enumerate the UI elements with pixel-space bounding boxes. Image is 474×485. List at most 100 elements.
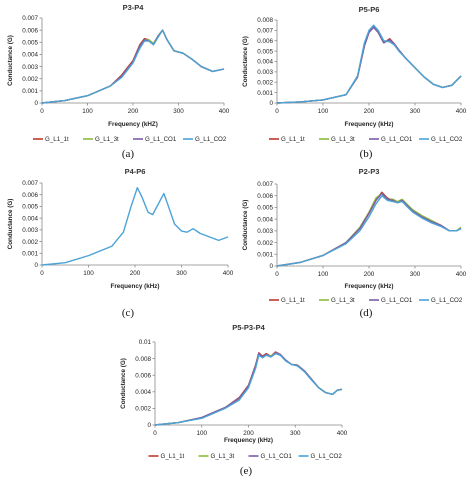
chart-5-y-tick-label: 0.004 <box>135 389 151 396</box>
chart-5-x-tick-label: 100 <box>196 430 207 437</box>
chart-3-x-tick-label: 300 <box>176 270 187 277</box>
chart-3-y-tick-label: 0.006 <box>22 192 38 199</box>
chart-2-x-tick-label: 300 <box>410 108 421 115</box>
chart-2-y-axis-label: Conductance (G) <box>242 36 249 87</box>
chart-1-x-tick-label: 100 <box>82 108 93 115</box>
chart-1-series-line-3 <box>41 29 225 104</box>
chart-1-series-line-1 <box>41 29 225 104</box>
chart-1-y-tick-label: 0.001 <box>22 88 38 95</box>
chart-4-legend-label: G_L1_1t <box>281 297 305 304</box>
chart-1-legend-label: G_L1_CO2 <box>195 136 227 143</box>
chart-1-x-tick-label: 400 <box>219 108 230 115</box>
panel-label-4: (d) <box>360 307 373 319</box>
chart-3-y-tick-label: 0.004 <box>22 215 38 222</box>
chart-4-series-line-2 <box>276 192 462 267</box>
chart-2-y-tick-label: 0.006 <box>257 38 273 45</box>
chart-5-x-tick-label: 200 <box>243 430 254 437</box>
chart-1-y-axis-label: Conductance (G) <box>7 35 14 86</box>
chart-4-y-tick-label: 0 <box>269 263 273 270</box>
panel-label-1: (a) <box>122 148 135 160</box>
chart-2-y-tick-label: 0.005 <box>257 48 273 55</box>
chart-2-series-line-1 <box>276 26 462 104</box>
panel-label-5: (e) <box>240 465 253 477</box>
chart-4-legend-label: G_L1_CO2 <box>431 297 463 304</box>
chart-5-y-tick-label: 0.008 <box>135 356 151 363</box>
chart-1-title: P3-P4 <box>123 3 145 12</box>
chart-1-legend-label: G_L1_1t <box>45 136 69 143</box>
chart-2-y-tick-label: 0 <box>269 100 273 107</box>
chart-4-series-line-3 <box>276 192 462 267</box>
chart-1-legend-label: G_L1_CO1 <box>145 136 177 143</box>
chart-3-y-axis-label: Conductance (G) <box>7 199 14 250</box>
chart-2-title: P5-P6 <box>359 5 380 14</box>
chart-3-y-tick-label: 0.002 <box>22 239 38 246</box>
chart-1-y-tick-label: 0.003 <box>22 64 38 71</box>
chart-1-x-axis-label: Frequency (kHZ) <box>108 121 158 128</box>
chart-1-legend-label: G_L1_3t <box>95 136 119 143</box>
chart-4-y-tick-label: 0.007 <box>257 181 273 188</box>
chart-1-y-tick-label: 0 <box>34 100 38 107</box>
chart-3-x-tick-label: 400 <box>223 270 234 277</box>
chart-3-y-tick-label: 0.005 <box>22 204 38 211</box>
chart-4-y-tick-label: 0.004 <box>257 216 273 223</box>
chart-4-y-tick-label: 0.003 <box>257 228 273 235</box>
chart-4-x-tick-label: 100 <box>318 271 329 278</box>
chart-2-x-tick-label: 100 <box>318 108 329 115</box>
chart-2-legend-label: G_L1_1t <box>281 136 305 143</box>
chart-3-title: P4-P6 <box>125 167 146 176</box>
chart-2-legend-label: G_L1_CO2 <box>431 136 463 143</box>
chart-3-x-tick-label: 0 <box>40 270 44 277</box>
chart-4-y-tick-label: 0.001 <box>257 251 273 258</box>
chart-4-x-tick-label: 200 <box>364 271 375 278</box>
chart-2-series-line-4 <box>276 24 462 104</box>
chart-2-x-tick-label: 200 <box>364 108 375 115</box>
chart-5-series-line-4 <box>154 352 343 426</box>
chart-2-x-axis-label: Frequency (kHz) <box>345 121 394 128</box>
chart-4-legend-label: G_L1_CO1 <box>381 297 413 304</box>
chart-4-legend-label: G_L1_3t <box>331 297 355 304</box>
chart-4-x-axis-label: Frequency (kHz) <box>345 283 394 290</box>
chart-5-legend-label: G_L1_1t <box>161 453 185 460</box>
chart-5-x-tick-label: 300 <box>290 430 301 437</box>
chart-1-y-tick-label: 0.004 <box>22 52 38 59</box>
chart-4-series-line-1 <box>276 191 462 267</box>
chart-2-y-tick-label: 0.002 <box>257 79 273 86</box>
chart-1-y-tick-label: 0.007 <box>22 15 38 22</box>
chart-5-legend-label: G_L1_CO2 <box>311 453 343 460</box>
chart-1-x-tick-label: 0 <box>40 108 44 115</box>
chart-2-x-tick-label: 0 <box>275 108 279 115</box>
chart-4-series-line-4 <box>276 195 462 267</box>
chart-3-y-tick-label: 0.003 <box>22 227 38 234</box>
chart-2-y-tick-label: 0.001 <box>257 90 273 97</box>
chart-4-y-axis-label: Conductance (G) <box>242 200 249 251</box>
chart-2-y-tick-label: 0.003 <box>257 69 273 76</box>
chart-5-series-line-3 <box>154 352 343 426</box>
chart-2-x-tick-label: 400 <box>456 108 467 115</box>
chart-1-y-tick-label: 0.002 <box>22 76 38 83</box>
chart-4-y-tick-label: 0.005 <box>257 205 273 212</box>
chart-5-legend-label: G_L1_CO1 <box>261 453 293 460</box>
chart-5-y-tick-label: 0 <box>147 422 151 429</box>
chart-5-x-axis-label: Frequency (kHz) <box>224 437 273 444</box>
chart-3-x-tick-label: 100 <box>83 270 94 277</box>
chart-4-x-tick-label: 400 <box>456 271 467 278</box>
chart-2-legend-label: G_L1_3t <box>331 136 355 143</box>
chart-3-x-tick-label: 200 <box>130 270 141 277</box>
chart-2-legend-label: G_L1_CO1 <box>381 136 413 143</box>
chart-2-series-line-3 <box>276 26 462 104</box>
chart-5-x-tick-label: 400 <box>337 430 348 437</box>
chart-3-x-axis-label: Frequency (kHz) <box>111 283 160 290</box>
chart-3-series-line-1 <box>41 186 229 266</box>
chart-3-y-tick-label: 0.001 <box>22 250 38 257</box>
chart-4-title: P2-P3 <box>359 167 380 176</box>
chart-1-y-tick-label: 0.005 <box>22 39 38 46</box>
chart-4-y-tick-label: 0.006 <box>257 193 273 200</box>
chart-4-x-tick-label: 0 <box>275 271 279 278</box>
chart-2-y-tick-label: 0.007 <box>257 28 273 35</box>
chart-1-x-tick-label: 300 <box>173 108 184 115</box>
chart-3-y-tick-label: 0 <box>34 262 38 269</box>
chart-5-x-tick-label: 0 <box>153 430 157 437</box>
chart-5-series-line-2 <box>154 352 343 426</box>
chart-1-x-tick-label: 200 <box>128 108 139 115</box>
